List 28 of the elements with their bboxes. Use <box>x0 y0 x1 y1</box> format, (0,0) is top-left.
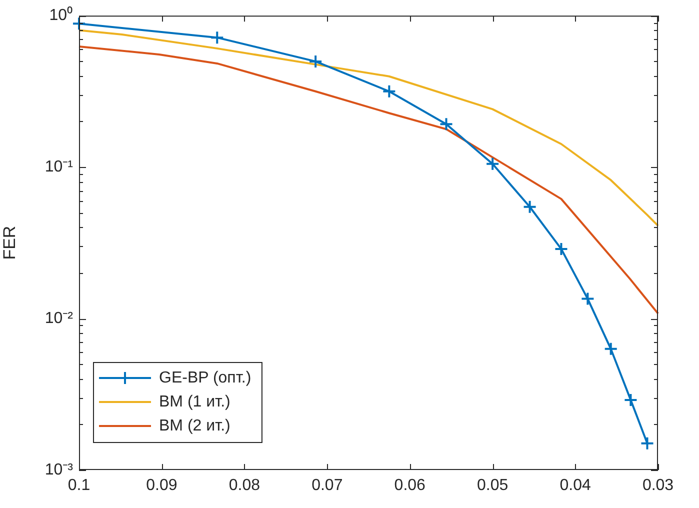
point <box>439 117 454 132</box>
point <box>580 292 595 306</box>
y-axis-title: FER <box>0 226 19 260</box>
x-tick-label: 0.08 <box>228 477 260 494</box>
point <box>554 242 568 256</box>
point <box>210 30 224 45</box>
y-tick-label: 10⁻¹ <box>44 158 73 176</box>
x-tick-label: 0.04 <box>560 477 591 494</box>
y-tick-label: 10⁻³ <box>44 461 74 478</box>
x-tick-label: 0.03 <box>642 477 674 494</box>
point <box>308 54 323 68</box>
x-tick-label: 0.1 <box>68 477 90 494</box>
x-tick-label: 0.05 <box>477 477 508 494</box>
point <box>640 436 654 450</box>
point <box>486 156 500 171</box>
point <box>604 342 618 356</box>
legend-label: BM (1 ит.) <box>159 393 230 410</box>
x-tick-label: 0.06 <box>394 477 426 494</box>
x-tick-label: 0.07 <box>312 477 343 494</box>
point <box>72 16 86 31</box>
y-tick-label: 10⁰ <box>49 6 73 24</box>
x-tick-label: 0.09 <box>146 477 178 494</box>
point <box>624 392 638 407</box>
legend-label: GE-BP (опт.) <box>159 369 252 386</box>
point <box>522 200 537 214</box>
legend-label: BM (2 ит.) <box>159 417 230 434</box>
point <box>382 84 396 98</box>
y-tick-label: 10⁻² <box>44 310 74 327</box>
